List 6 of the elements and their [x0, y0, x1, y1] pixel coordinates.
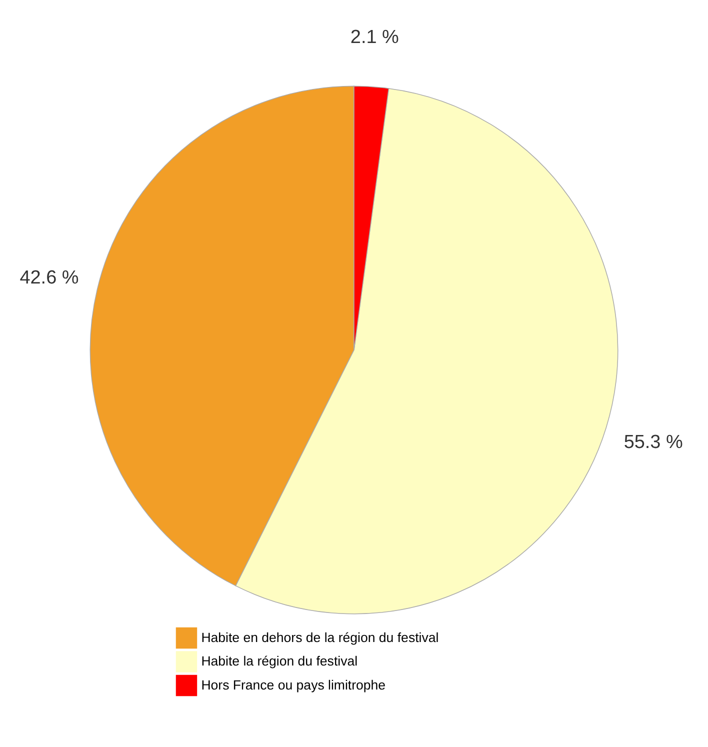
data-label: 2.1 %: [350, 27, 400, 48]
legend-label: Hors France ou pays limitrophe: [201, 677, 386, 692]
data-label: 55.3 %: [624, 432, 684, 453]
data-label: 42.6 %: [20, 268, 79, 289]
legend-label: Habite en dehors de la région du festival: [201, 630, 439, 645]
legend-label: Habite la région du festival: [201, 654, 358, 669]
